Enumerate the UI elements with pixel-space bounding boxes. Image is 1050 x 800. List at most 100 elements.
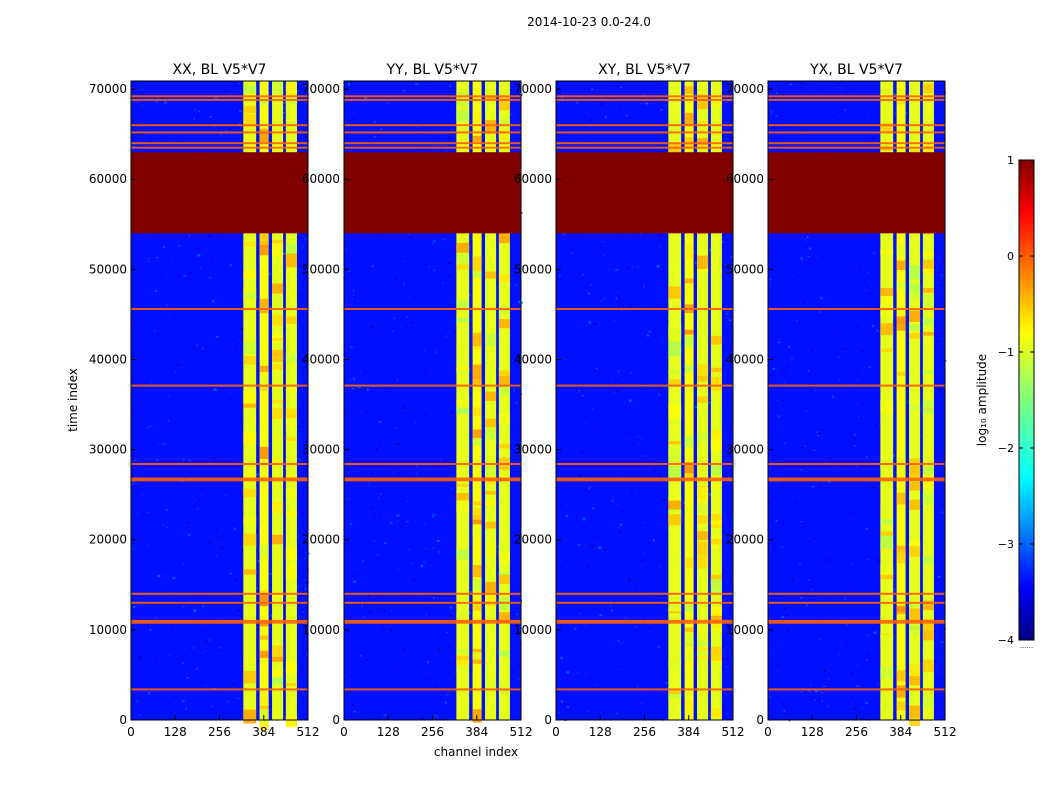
heatmap-noise-cell xyxy=(376,233,379,236)
heatmap-noise-cell xyxy=(620,86,622,89)
heatmap-noise-cell xyxy=(376,553,380,556)
heatmap-noise-cell xyxy=(846,635,848,638)
band-blotch xyxy=(285,84,297,96)
heatmap-noise-cell xyxy=(470,539,472,542)
heatmap-noise-cell xyxy=(509,115,511,118)
heatmap-noise-cell xyxy=(449,642,452,645)
heatmap-noise-cell xyxy=(783,382,786,384)
heatmap-noise-cell xyxy=(921,539,924,542)
heatmap-noise-cell xyxy=(510,437,513,439)
heatmap-noise-cell xyxy=(172,595,175,597)
heatmap-noise-cell xyxy=(151,639,153,642)
heatmap-noise-cell xyxy=(855,426,858,430)
heatmap-noise-cell xyxy=(771,650,773,653)
panel-title: XX, BL V5*V7 xyxy=(173,62,267,78)
heatmap-noise-cell xyxy=(196,107,199,109)
heatmap-noise-cell xyxy=(223,545,227,548)
heatmap-noise-cell xyxy=(131,92,134,94)
band-blotch xyxy=(285,549,297,560)
heatmap-noise-cell xyxy=(595,649,597,651)
band-blotch xyxy=(272,656,284,662)
heatmap-noise-cell xyxy=(617,639,620,642)
heatmap-noise-cell xyxy=(875,306,879,309)
heatmap-noise-cell xyxy=(216,528,219,531)
heatmap-noise-cell xyxy=(236,491,239,494)
heatmap-noise-cell xyxy=(511,408,513,411)
heatmap-noise-cell xyxy=(196,375,198,377)
band-blotch xyxy=(272,676,284,685)
heatmap-noise-cell xyxy=(907,401,910,404)
heatmap-noise-cell xyxy=(723,638,725,640)
rfi-time-line xyxy=(131,95,308,98)
heatmap-noise-cell xyxy=(572,470,574,473)
heatmap-noise-cell xyxy=(731,599,733,601)
heatmap-noise-cell xyxy=(447,136,451,139)
heatmap-noise-cell xyxy=(831,395,834,398)
heatmap-noise-cell xyxy=(842,294,844,297)
colorbar-label: log₁₀ amplitude xyxy=(975,354,989,446)
heatmap-noise-cell xyxy=(628,399,632,402)
band-blotch xyxy=(485,271,497,279)
heatmap-noise-cell xyxy=(305,397,307,399)
heatmap-noise-cell xyxy=(877,599,880,601)
rfi-time-line xyxy=(768,601,945,604)
y-tick-label: 20000 xyxy=(514,533,552,547)
band-blotch xyxy=(922,556,934,564)
heatmap-noise-cell xyxy=(640,559,643,561)
heatmap-noise-cell xyxy=(364,683,367,686)
heatmap-noise-cell xyxy=(828,457,831,460)
heatmap-noise-cell xyxy=(304,487,307,490)
band-blotch xyxy=(498,305,510,316)
band-blotch xyxy=(472,672,482,683)
band-blotch xyxy=(896,701,906,711)
heatmap-noise-cell xyxy=(270,588,273,590)
heatmap-noise-cell xyxy=(216,336,219,338)
heatmap-noise-cell xyxy=(775,115,778,117)
heatmap-noise-cell xyxy=(163,443,166,446)
rfi-time-line xyxy=(556,98,733,101)
heatmap-noise-cell xyxy=(939,677,943,681)
heatmap-noise-cell xyxy=(305,85,307,87)
heatmap-noise-cell xyxy=(197,582,200,585)
heatmap-noise-cell xyxy=(818,617,820,619)
band-blotch xyxy=(668,286,682,299)
heatmap-noise-cell xyxy=(350,396,353,400)
heatmap-noise-cell xyxy=(836,517,838,519)
heatmap-noise-cell xyxy=(352,569,356,572)
heatmap-noise-cell xyxy=(599,92,601,95)
y-tick-label: 50000 xyxy=(89,262,127,276)
heatmap-noise-cell xyxy=(820,484,822,487)
heatmap-noise-cell xyxy=(708,493,712,496)
heatmap-noise-cell xyxy=(374,517,377,519)
heatmap-noise-cell xyxy=(805,604,808,607)
heatmap-noise-cell xyxy=(352,387,355,390)
band-blotch xyxy=(243,291,257,300)
heatmap-noise-cell xyxy=(561,700,564,703)
heatmap-noise-cell xyxy=(258,322,260,325)
heatmap-noise-cell xyxy=(425,92,428,94)
heatmap-noise-cell xyxy=(196,502,199,505)
heatmap-noise-cell xyxy=(451,96,453,99)
heatmap-noise-cell xyxy=(658,473,661,475)
heatmap-noise-cell xyxy=(513,389,515,392)
heatmap-noise-cell xyxy=(940,274,943,276)
heatmap-noise-cell xyxy=(368,717,370,719)
heatmap-noise-cell xyxy=(424,413,427,416)
heatmap-noise-cell xyxy=(682,290,685,293)
heatmap-noise-cell xyxy=(875,423,877,427)
rfi-time-line xyxy=(556,463,733,465)
heatmap-noise-cell xyxy=(132,483,134,486)
heatmap-noise-cell xyxy=(137,666,139,668)
y-tick-label: 30000 xyxy=(726,443,764,457)
x-tick-label: 384 xyxy=(465,725,488,739)
heatmap-noise-cell xyxy=(390,628,393,631)
heatmap-noise-cell xyxy=(222,608,226,611)
heatmap-noise-cell xyxy=(583,115,586,117)
band-blotch xyxy=(697,266,709,273)
heatmap-noise-cell xyxy=(168,513,171,516)
heatmap-noise-cell xyxy=(850,562,853,565)
heatmap-noise-cell xyxy=(807,696,809,698)
x-tick-label: 256 xyxy=(208,725,231,739)
heatmap-noise-cell xyxy=(155,257,159,259)
rfi-time-line xyxy=(131,621,308,624)
